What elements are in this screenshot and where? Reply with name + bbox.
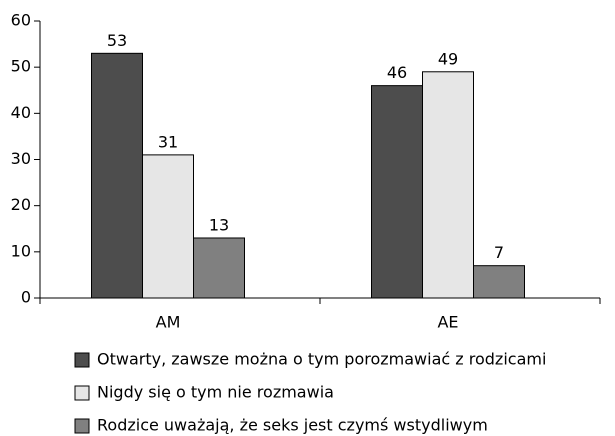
bar (142, 154, 194, 299)
legend-swatch (74, 385, 90, 401)
legend-swatch (74, 418, 90, 434)
y-tick-label: 60 (11, 11, 31, 30)
bar (91, 52, 143, 299)
bar (422, 71, 474, 299)
legend-swatch (74, 352, 90, 368)
bar (371, 85, 423, 299)
data-label: 7 (494, 243, 504, 262)
y-tick-label: 50 (11, 57, 31, 76)
legend-label: Rodzice uważają, że seks jest czymś wsty… (97, 416, 488, 435)
y-tick-label: 40 (11, 103, 31, 122)
x-tick-label: AM (156, 313, 181, 332)
x-tick-label: AE (437, 313, 458, 332)
data-label: 46 (387, 63, 407, 82)
y-tick-label: 0 (21, 288, 31, 307)
y-tick-label: 30 (11, 149, 31, 168)
y-tick-label: 20 (11, 195, 31, 214)
bar (473, 265, 525, 299)
legend-label: Otwarty, zawsze można o tym porozmawiać … (97, 350, 546, 369)
y-tick-label: 10 (11, 241, 31, 260)
bar (193, 237, 245, 299)
data-label: 49 (438, 49, 458, 68)
data-label: 31 (158, 132, 178, 151)
data-label: 53 (107, 31, 127, 50)
legend-label: Nigdy się o tym nie rozmawia (97, 383, 334, 402)
data-label: 13 (209, 215, 229, 234)
